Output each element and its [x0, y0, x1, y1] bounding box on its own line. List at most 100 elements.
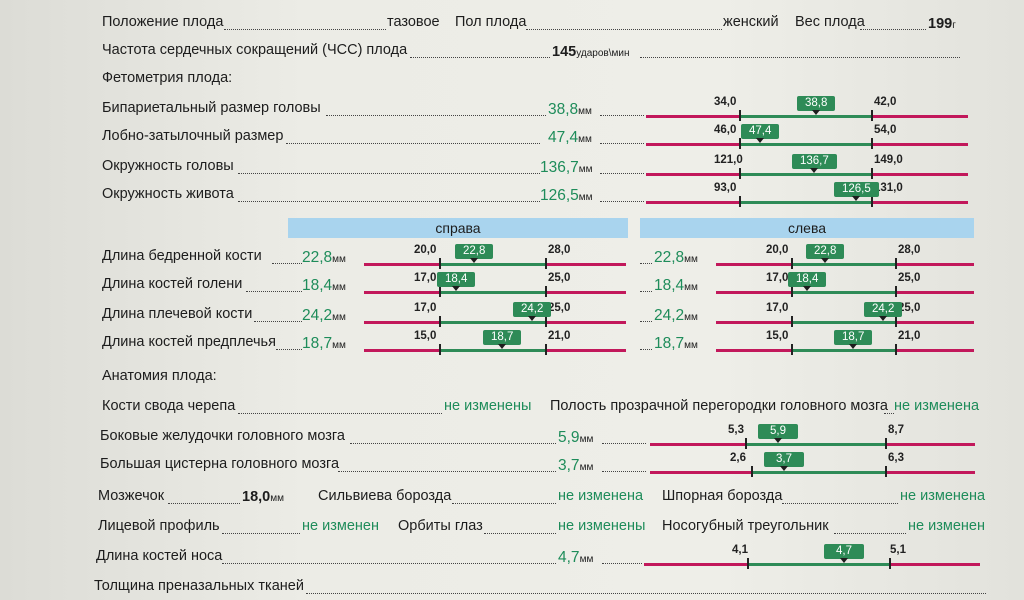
- scale-marker: 22,8: [806, 244, 845, 263]
- anatomy-title-row: Анатомия плода:: [0, 368, 1024, 390]
- scale-normal-zone: [740, 201, 872, 204]
- fetometry-value: 38,8мм: [548, 101, 592, 119]
- nose-label: Длина костей носа: [96, 548, 223, 564]
- dotted-leader: [640, 263, 652, 264]
- scale-low-zone: [716, 321, 792, 324]
- skull-value: не изменены: [444, 398, 532, 414]
- value-number: 38,8: [548, 101, 579, 118]
- dotted-leader: [326, 115, 546, 116]
- value-number: 18,7: [654, 335, 685, 352]
- dotted-leader: [338, 471, 556, 472]
- scale-max: 54,0: [874, 124, 897, 136]
- value-number: 18,4: [654, 277, 685, 294]
- dotted-leader: [602, 443, 646, 444]
- scale-min: 20,0: [766, 244, 789, 256]
- scale-min: 17,0: [414, 272, 437, 284]
- scale-max: 42,0: [874, 96, 897, 108]
- scale-min-tick: [439, 286, 441, 297]
- scale-high-zone: [546, 321, 626, 324]
- septum-label: Полость прозрачной перегородки головного…: [550, 398, 888, 414]
- limb-right-value: 22,8мм: [302, 249, 346, 267]
- dotted-leader: [782, 503, 898, 504]
- dotted-leader: [602, 563, 642, 564]
- skull-label: Кости свода черепа: [102, 398, 236, 414]
- limb-row: Длина бедренной кости 22,8мм 20,0 28,0 22,8 2…: [0, 244, 1024, 270]
- value-unit: мм: [332, 340, 346, 351]
- scale-min-tick: [791, 316, 793, 327]
- calcarine-value: не изменена: [900, 488, 986, 504]
- dotted-leader: [238, 413, 442, 414]
- cerebellum-value: 18,0мм: [242, 489, 284, 505]
- value-number: 136,7: [540, 159, 579, 176]
- scale-marker: 126,5: [834, 182, 879, 201]
- scale-min-tick: [739, 138, 741, 149]
- scale-max: 28,0: [548, 244, 571, 256]
- ventricles-row: Боковые желудочки головного мозга 5,9мм …: [0, 424, 1024, 450]
- value-number: 24,2: [654, 307, 685, 324]
- fetometry-value: 136,7мм: [540, 159, 593, 177]
- scale-normal-zone: [440, 349, 546, 352]
- scale-min-tick: [439, 316, 441, 327]
- scale-max: 28,0: [898, 244, 921, 256]
- scale-normal-zone: [792, 321, 896, 324]
- nose-row: Длина костей носа 4,7мм 4,1 5,1 4,7: [0, 544, 1024, 570]
- limb-row: Длина костей предплечья 18,7мм 15,0 21,0 18,…: [0, 330, 1024, 356]
- dotted-leader: [224, 29, 386, 30]
- scale-max-tick: [871, 196, 873, 207]
- scale-min: 5,3: [728, 424, 744, 436]
- scale-max: 5,1: [890, 544, 906, 556]
- dotted-leader: [254, 321, 302, 322]
- range-scale: 17,0 25,0 18,4: [364, 272, 626, 298]
- limb-right-value: 24,2мм: [302, 307, 346, 325]
- scale-max-tick: [895, 258, 897, 269]
- scale-marker: 136,7: [792, 154, 837, 173]
- range-scale: 20,0 28,0 22,8: [364, 244, 626, 270]
- dotted-leader: [272, 263, 302, 264]
- scale-min: 17,0: [414, 302, 437, 314]
- range-scale: 46,0 54,0 47,4: [646, 124, 968, 150]
- scale-low-zone: [716, 349, 792, 352]
- scale-max-tick: [889, 558, 891, 569]
- scale-low-zone: [650, 471, 752, 474]
- fetometry-label: Окружность головы: [102, 158, 234, 174]
- scale-low-zone: [364, 291, 440, 294]
- limb-row: Длина костей голени 18,4мм 17,0 25,0 18,4 18,…: [0, 272, 1024, 298]
- scale-normal-zone: [792, 291, 896, 294]
- scale-min-tick: [791, 286, 793, 297]
- scale-min-tick: [791, 344, 793, 355]
- scale-high-zone: [546, 349, 626, 352]
- dotted-leader: [410, 57, 550, 58]
- value-number: 22,8: [302, 249, 333, 266]
- range-scale: 17,0 25,0 24,2: [364, 302, 626, 328]
- value-number: 22,8: [654, 249, 685, 266]
- dotted-leader: [168, 503, 240, 504]
- value-unit: мм: [684, 282, 698, 293]
- ventricles-value: 5,9мм: [558, 429, 594, 446]
- scale-max-tick: [545, 344, 547, 355]
- scale-min: 4,1: [732, 544, 748, 556]
- sex-label: Пол плода: [455, 14, 527, 30]
- face-row: Лицевой профиль не изменен Орбиты глаз н…: [0, 518, 1024, 540]
- dotted-leader: [350, 443, 556, 444]
- dotted-leader: [600, 201, 644, 202]
- sylvian-value: не изменена: [558, 488, 644, 504]
- scale-max-tick: [895, 316, 897, 327]
- range-scale: 34,0 42,0 38,8: [646, 96, 968, 122]
- limb-left-value: 22,8мм: [654, 249, 698, 267]
- scale-min: 34,0: [714, 96, 737, 108]
- left-side-header: слева: [640, 218, 974, 238]
- dotted-leader: [834, 533, 906, 534]
- limb-left-value: 18,4мм: [654, 277, 698, 295]
- scale-high-zone: [886, 443, 975, 446]
- scale-normal-zone: [440, 321, 546, 324]
- scale-min-tick: [791, 258, 793, 269]
- value-unit: мм: [332, 254, 346, 265]
- value-number: 18,4: [302, 277, 333, 294]
- scale-max-tick: [545, 258, 547, 269]
- scale-max: 21,0: [548, 330, 571, 342]
- brain-row: Мозжечок 18,0мм Сильвиева борозда не изм…: [0, 488, 1024, 510]
- dotted-leader: [526, 29, 722, 30]
- scale-min: 15,0: [766, 330, 789, 342]
- dotted-leader: [640, 321, 652, 322]
- value-unit: мм: [578, 164, 593, 175]
